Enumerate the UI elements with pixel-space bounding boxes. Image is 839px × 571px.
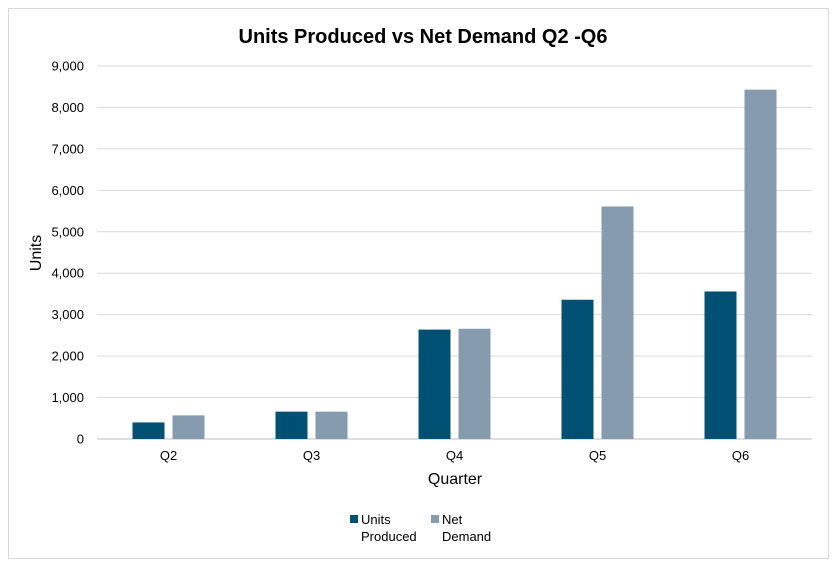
bar-net-demand-q4: [458, 328, 491, 439]
y-tick-label: 3,000: [51, 307, 84, 322]
legend-label: Net Demand: [442, 512, 491, 544]
y-tick-label: 6,000: [51, 183, 84, 198]
legend-swatch: [350, 515, 358, 523]
gridlines: [97, 65, 812, 440]
legend-swatch: [431, 515, 439, 523]
bar-units-produced-q3: [275, 411, 308, 439]
y-tick-label: 1,000: [51, 390, 84, 405]
bar-net-demand-q6: [744, 89, 777, 439]
bar-units-produced-q5: [561, 299, 594, 439]
y-tick-labels: 0 1,000 2,000 3,000 4,000 5,000 6,000 7,000 8,00…: [51, 59, 84, 447]
legend: Units Produced Net Demand: [350, 512, 491, 544]
y-tick-label: 2,000: [51, 349, 84, 364]
x-tick-label: Q4: [446, 448, 463, 463]
bar-net-demand-q5: [601, 206, 634, 439]
bar-net-demand-q2: [172, 415, 205, 439]
legend-label: Units Produced: [361, 512, 417, 544]
bar-units-produced-q4: [418, 329, 451, 439]
y-tick-label: 9,000: [51, 59, 84, 74]
y-axis-label: Units: [28, 235, 45, 271]
x-tick-label: Q6: [732, 448, 749, 463]
y-tick-label: 8,000: [51, 100, 84, 115]
chart-title: Units Produced vs Net Demand Q2 -Q6: [239, 26, 608, 48]
x-tick-label: Q2: [160, 448, 177, 463]
x-tick-label: Q5: [589, 448, 606, 463]
x-tick-labels: Q2 Q3 Q4 Q5 Q6: [160, 448, 749, 463]
y-tick-label: 5,000: [51, 224, 84, 239]
bar-net-demand-q3: [315, 411, 348, 439]
bars: [132, 89, 777, 439]
y-tick-label: 0: [77, 432, 84, 447]
x-tick-label: Q3: [303, 448, 320, 463]
bar-units-produced-q2: [132, 422, 165, 439]
chart-frame: [8, 8, 829, 559]
y-tick-label: 4,000: [51, 266, 84, 281]
x-axis-label: Quarter: [428, 471, 483, 488]
y-tick-label: 7,000: [51, 141, 84, 156]
bar-units-produced-q6: [704, 291, 737, 439]
